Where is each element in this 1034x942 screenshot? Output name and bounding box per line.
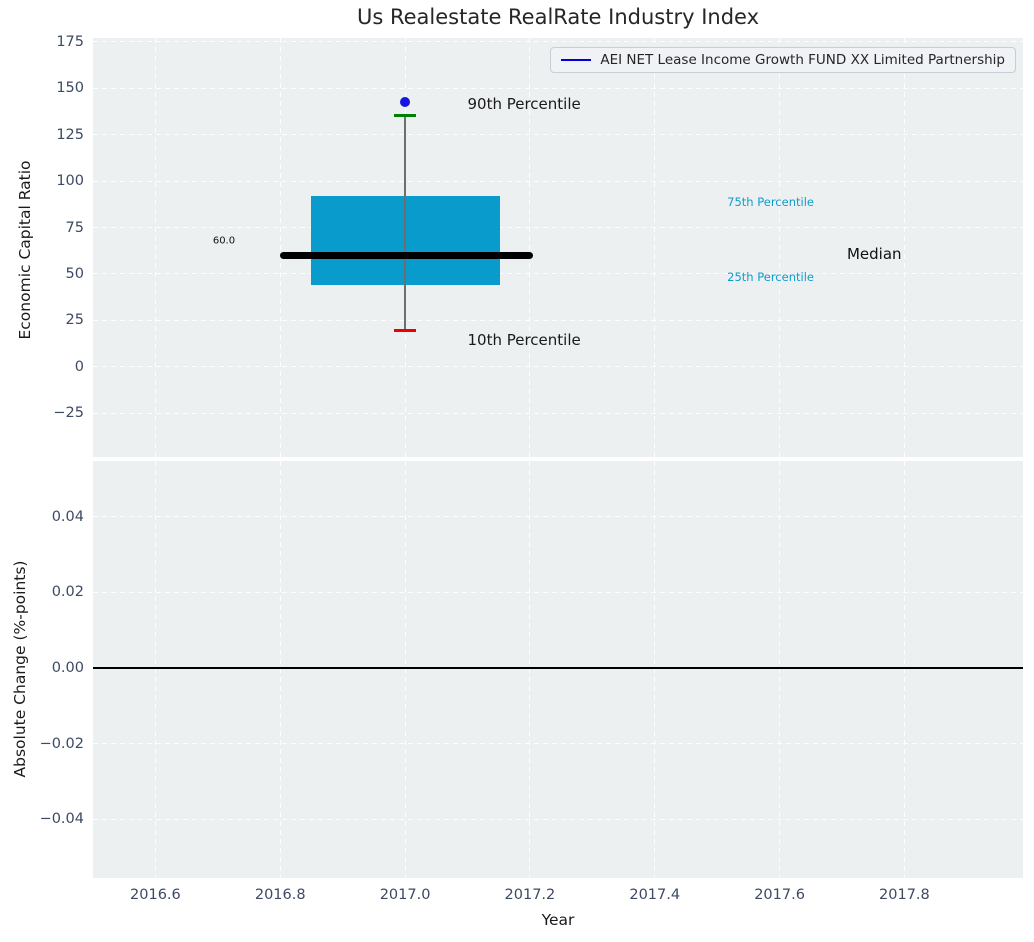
- y-gridline: [93, 87, 1023, 89]
- x-tick-label: 2017.0: [379, 887, 431, 903]
- x-gridline: [279, 461, 281, 878]
- whisker-line: [404, 115, 406, 331]
- x-tick-label: 2016.8: [254, 887, 306, 903]
- annotation: 60.0: [212, 235, 236, 247]
- y-gridline: [93, 591, 1023, 593]
- y-tick-label: 0.02: [51, 584, 84, 601]
- x-gridline: [654, 461, 656, 878]
- company-marker: [400, 97, 411, 108]
- y-gridline: [93, 134, 1023, 136]
- x-gridline: [154, 461, 156, 878]
- y-gridline: [93, 412, 1023, 414]
- annotation: 90th Percentile: [467, 94, 581, 113]
- bottom-plot-area: 0.04 0.02 0.00 −0.02 −0.04 2016.6 2016.8 2017.0…: [40, 461, 1023, 903]
- x-axis-label: Year: [541, 911, 575, 929]
- y-gridline: [93, 516, 1023, 518]
- x-gridline: [779, 461, 781, 878]
- legend-label: AEI NET Lease Income Growth FUND XX Limi…: [600, 52, 1005, 68]
- y-tick-label: 0: [74, 358, 84, 375]
- top-plot-area: 175 150 125 100 75 50 25 0 −25 90th Percentile 10t…: [53, 34, 1023, 457]
- y-gridline: [93, 743, 1023, 745]
- y-gridline: [93, 818, 1023, 820]
- y-tick-label: 100: [56, 173, 84, 190]
- top-y-axis-label: Economic Capital Ratio: [16, 160, 34, 340]
- median-line: [280, 251, 534, 259]
- x-tick-label: 2017.4: [629, 887, 681, 903]
- y-gridline: [93, 273, 1023, 275]
- x-tick-label: 2017.8: [879, 887, 930, 903]
- upper-whisker-cap: [393, 113, 417, 117]
- legend-line-sample: [561, 59, 592, 61]
- y-gridline: [93, 180, 1023, 182]
- y-gridline: [93, 366, 1023, 368]
- y-tick-label: −0.04: [39, 811, 84, 828]
- x-gridline: [404, 461, 406, 878]
- x-gridline: [903, 38, 905, 457]
- y-tick-label: 125: [56, 126, 84, 143]
- y-tick-label: 150: [56, 80, 84, 97]
- x-gridline: [279, 38, 281, 457]
- x-tick-label: 2017.6: [754, 887, 805, 903]
- y-gridline: [93, 319, 1023, 321]
- y-tick-label: 175: [56, 33, 84, 50]
- annotation: 75th Percentile: [727, 195, 814, 210]
- annotation: Median: [846, 245, 902, 264]
- annotation: 25th Percentile: [727, 270, 814, 285]
- y-gridline: [93, 41, 1023, 43]
- x-tick-label: 2017.2: [504, 887, 556, 903]
- x-tick-label: 2016.6: [130, 887, 181, 903]
- annotation: 10th Percentile: [467, 330, 581, 349]
- zero-line: [93, 666, 1023, 669]
- x-gridline: [903, 461, 905, 878]
- x-gridline: [529, 461, 531, 878]
- y-tick-label: −0.02: [39, 735, 84, 752]
- x-gridline: [779, 38, 781, 457]
- bottom-y-axis-label: Absolute Change (%-points): [11, 560, 29, 778]
- x-gridline: [154, 38, 156, 457]
- x-gridline: [529, 38, 531, 457]
- y-tick-label: 25: [65, 312, 84, 329]
- y-tick-label: −25: [53, 405, 84, 422]
- y-tick-label: 75: [65, 219, 84, 236]
- y-gridline: [93, 227, 1023, 229]
- y-tick-label: 0.00: [51, 659, 84, 676]
- chart-title: Us Realestate RealRate Industry Index: [356, 5, 759, 29]
- x-gridline: [654, 38, 656, 457]
- lower-whisker-cap: [393, 329, 417, 333]
- y-tick-label: 50: [65, 265, 84, 282]
- y-tick-label: 0.04: [51, 508, 84, 525]
- legend: AEI NET Lease Income Growth FUND XX Limi…: [550, 47, 1016, 73]
